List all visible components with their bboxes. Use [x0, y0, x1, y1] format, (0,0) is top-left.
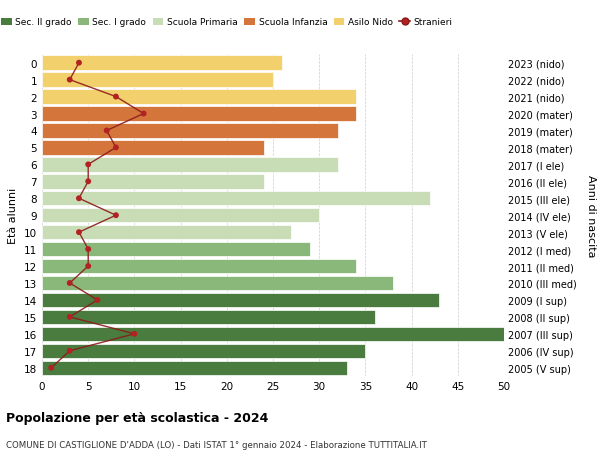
Y-axis label: Anni di nascita: Anni di nascita — [586, 174, 596, 257]
Bar — [42, 208, 319, 223]
Bar — [42, 107, 356, 122]
Bar — [42, 90, 356, 105]
Bar — [42, 175, 264, 189]
Text: COMUNE DI CASTIGLIONE D'ADDA (LO) - Dati ISTAT 1° gennaio 2024 - Elaborazione TU: COMUNE DI CASTIGLIONE D'ADDA (LO) - Dati… — [6, 440, 427, 449]
Bar — [42, 124, 338, 138]
Point — [102, 128, 112, 135]
Point — [130, 330, 139, 338]
Point — [83, 161, 93, 168]
Bar — [42, 259, 356, 274]
Bar — [42, 141, 264, 155]
Point — [65, 77, 74, 84]
Bar — [42, 344, 365, 358]
Bar — [42, 242, 310, 257]
Point — [92, 297, 102, 304]
Bar — [42, 310, 374, 325]
Bar — [42, 361, 347, 375]
Point — [111, 212, 121, 219]
Legend: Sec. II grado, Sec. I grado, Scuola Primaria, Scuola Infanzia, Asilo Nido, Stran: Sec. II grado, Sec. I grado, Scuola Prim… — [0, 15, 457, 31]
Bar — [42, 158, 338, 172]
Point — [83, 246, 93, 253]
Point — [74, 195, 84, 202]
Bar — [42, 73, 273, 88]
Point — [65, 347, 74, 355]
Bar — [42, 276, 393, 291]
Point — [111, 94, 121, 101]
Point — [65, 313, 74, 321]
Point — [65, 280, 74, 287]
Point — [83, 178, 93, 185]
Bar — [42, 56, 282, 71]
Point — [74, 229, 84, 236]
Point — [83, 263, 93, 270]
Point — [46, 364, 56, 372]
Point — [139, 111, 148, 118]
Bar — [42, 293, 439, 308]
Bar — [42, 327, 504, 341]
Bar — [42, 225, 292, 240]
Point — [111, 145, 121, 152]
Text: Popolazione per età scolastica - 2024: Popolazione per età scolastica - 2024 — [6, 411, 268, 424]
Y-axis label: Età alunni: Età alunni — [8, 188, 19, 244]
Point — [74, 60, 84, 67]
Bar — [42, 192, 430, 206]
